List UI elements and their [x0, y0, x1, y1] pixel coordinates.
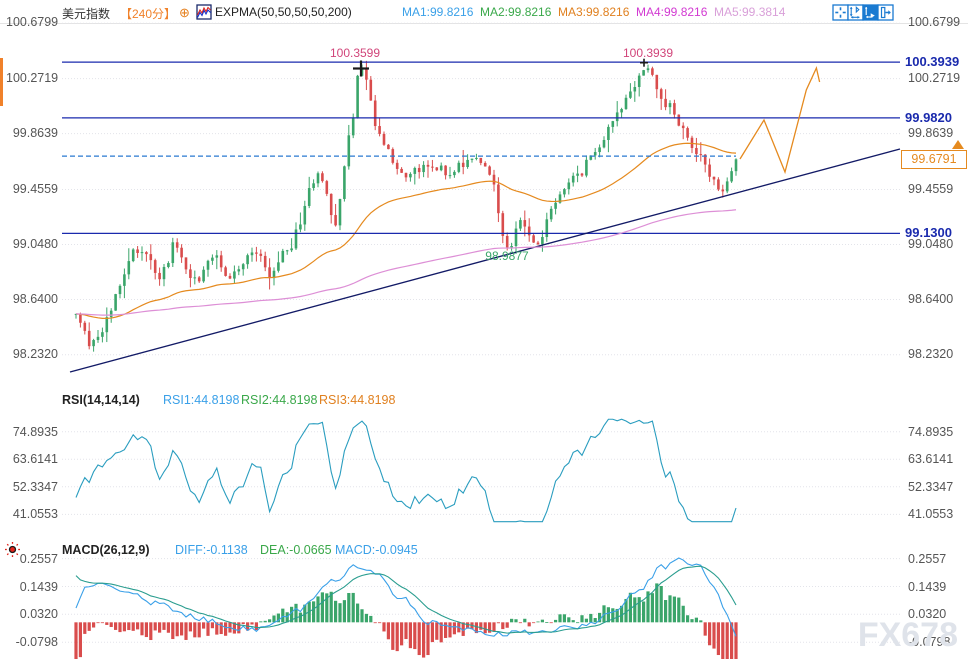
svg-text:99.9820: 99.9820 — [905, 110, 952, 125]
svg-text:100.3939: 100.3939 — [905, 54, 959, 69]
svg-text:98.9877: 98.9877 — [485, 249, 529, 263]
svg-text:100.3599: 100.3599 — [330, 46, 380, 60]
svg-text:100.3939: 100.3939 — [623, 46, 673, 60]
svg-text:99.1300: 99.1300 — [905, 225, 952, 240]
